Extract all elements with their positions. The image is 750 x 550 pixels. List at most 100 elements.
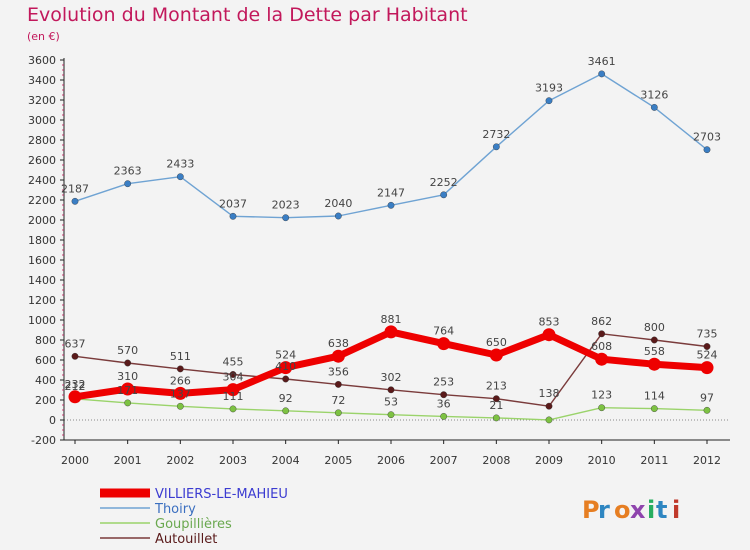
data-label: 558 <box>644 345 665 358</box>
data-point <box>334 409 342 417</box>
data-label: 735 <box>697 328 718 341</box>
x-tick-label: 2005 <box>324 454 352 467</box>
data-label: 213 <box>486 380 507 393</box>
y-tick-label: 2000 <box>28 214 56 227</box>
x-tick-label: 2006 <box>377 454 405 467</box>
y-tick-label: -200 <box>31 434 56 447</box>
x-tick-label: 2003 <box>219 454 247 467</box>
y-tick-label: 2600 <box>28 154 56 167</box>
data-label: 637 <box>65 337 86 350</box>
data-label: 2147 <box>377 186 405 199</box>
legend-label: Thoiry <box>154 502 196 517</box>
data-label: 72 <box>331 394 345 407</box>
y-tick-label: 1400 <box>28 274 56 287</box>
data-label: 310 <box>117 370 138 383</box>
data-point <box>700 361 714 375</box>
data-point <box>647 357 661 371</box>
chart-subtitle: (en €) <box>27 30 60 43</box>
data-label: 455 <box>223 356 244 369</box>
x-tick-label: 2008 <box>482 454 510 467</box>
data-label: 111 <box>223 390 244 403</box>
data-label: 36 <box>437 397 451 410</box>
data-point <box>124 180 132 188</box>
y-tick-label: 2800 <box>28 134 56 147</box>
data-point <box>384 325 398 339</box>
data-point <box>282 214 290 222</box>
data-label: 304 <box>223 371 244 384</box>
x-tick-label: 2012 <box>693 454 721 467</box>
data-point <box>229 405 237 413</box>
y-tick-label: 400 <box>35 374 56 387</box>
data-point <box>595 352 609 366</box>
y-tick-label: 0 <box>49 414 56 427</box>
data-point <box>598 70 606 78</box>
y-tick-label: 200 <box>35 394 56 407</box>
data-point <box>176 173 184 181</box>
data-label: 650 <box>486 336 507 349</box>
data-label: 862 <box>591 315 612 328</box>
y-tick-label: 1000 <box>28 314 56 327</box>
x-tick-label: 2000 <box>61 454 89 467</box>
chart-title: Evolution du Montant de la Dette par Hab… <box>27 4 468 26</box>
data-point <box>440 191 448 199</box>
y-tick-label: 3600 <box>28 54 56 67</box>
x-tick-label: 2007 <box>430 454 458 467</box>
data-label: 123 <box>591 389 612 402</box>
data-point <box>703 406 711 414</box>
data-label: 524 <box>697 349 718 362</box>
data-label: 2252 <box>430 176 458 189</box>
data-point <box>492 395 500 403</box>
data-point <box>279 361 293 375</box>
data-point <box>545 416 553 424</box>
data-point <box>598 404 606 412</box>
data-point <box>121 382 135 396</box>
data-point <box>176 402 184 410</box>
y-tick-label: 1200 <box>28 294 56 307</box>
data-label: 356 <box>328 365 349 378</box>
logo-letter: i <box>647 496 655 524</box>
legend-label: Goupillières <box>155 517 232 532</box>
data-label: 638 <box>328 337 349 350</box>
data-point <box>387 411 395 419</box>
data-point <box>387 386 395 394</box>
logo-letter: x <box>630 496 646 524</box>
data-label: 2703 <box>693 131 721 144</box>
logo-letter: t <box>656 496 667 524</box>
y-tick-label: 3400 <box>28 74 56 87</box>
y-tick-label: 600 <box>35 354 56 367</box>
data-point <box>542 328 556 342</box>
data-label: 53 <box>384 396 398 409</box>
data-label: 524 <box>275 349 296 362</box>
data-point <box>334 212 342 220</box>
data-point <box>334 380 342 388</box>
x-tick-label: 2011 <box>640 454 668 467</box>
data-point <box>387 201 395 209</box>
data-label: 2433 <box>166 158 194 171</box>
data-point <box>492 414 500 422</box>
data-point <box>124 359 132 367</box>
data-point <box>331 349 345 363</box>
data-label: 2040 <box>324 197 352 210</box>
data-label: 21 <box>489 399 503 412</box>
data-label: 511 <box>170 350 191 363</box>
logo-letter: o <box>614 496 631 524</box>
x-tick-label: 2001 <box>114 454 142 467</box>
data-label: 2363 <box>114 165 142 178</box>
data-label: 608 <box>591 340 612 353</box>
data-label: 2037 <box>219 197 247 210</box>
logo-letter: i <box>672 496 680 524</box>
y-tick-label: 2400 <box>28 174 56 187</box>
data-point <box>124 399 132 407</box>
legend-label: VILLIERS-LE-MAHIEU <box>155 487 288 502</box>
data-label: 853 <box>539 316 560 329</box>
data-label: 2732 <box>482 128 510 141</box>
data-label: 253 <box>433 376 454 389</box>
x-tick-label: 2002 <box>166 454 194 467</box>
data-point <box>68 390 82 404</box>
data-label: 92 <box>279 392 293 405</box>
data-label: 2187 <box>61 182 89 195</box>
data-point <box>229 212 237 220</box>
data-label: 171 <box>117 384 138 397</box>
y-tick-label: 3200 <box>28 94 56 107</box>
